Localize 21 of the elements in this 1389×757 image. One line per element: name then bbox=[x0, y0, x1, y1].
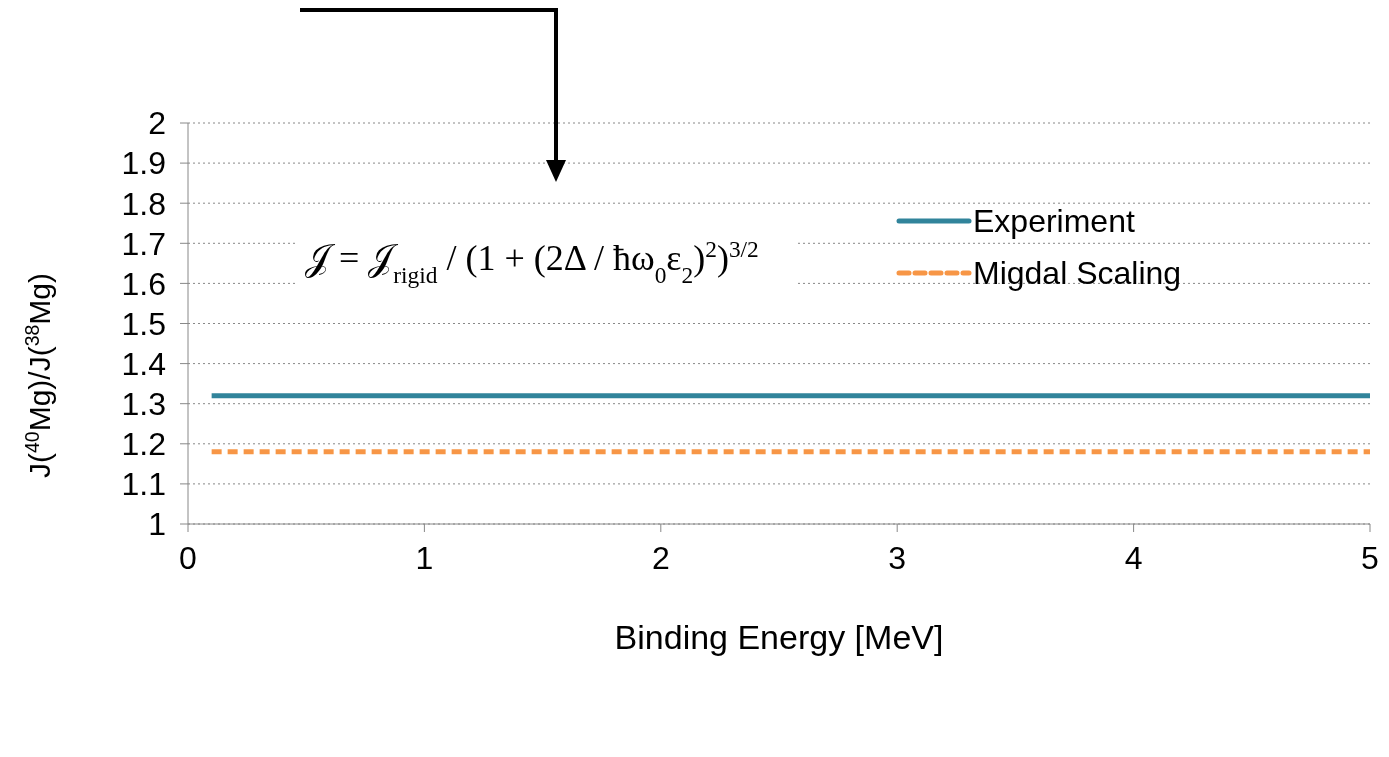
y-tick-label: 1 bbox=[148, 506, 166, 543]
y-tick-label: 2 bbox=[148, 105, 166, 142]
x-tick-label: 4 bbox=[1124, 539, 1143, 576]
x-tick-label: 1 bbox=[415, 539, 434, 576]
text: 𝒥 = 𝒥$_{rigid}$ / (1 + (2Δ / ħω$_{0}$ε$_{2}$)$^{2}$)$^{3/2}$ bbox=[305, 236, 759, 288]
y-tick-label: 1.8 bbox=[121, 185, 166, 222]
x-tick-label: 3 bbox=[888, 539, 907, 576]
x-tick-label: 0 bbox=[179, 539, 197, 576]
y-tick-label: 1.4 bbox=[121, 345, 166, 382]
y-tick-label: 1.6 bbox=[121, 265, 166, 302]
legend-label: Migdal Scaling bbox=[973, 254, 1182, 292]
y-tick-label: 1.5 bbox=[121, 305, 166, 342]
legend-label: Experiment bbox=[973, 202, 1135, 240]
x-axis-title: Binding Energy [MeV] bbox=[614, 618, 944, 656]
y-tick-label: 1.2 bbox=[121, 426, 166, 463]
y-tick-label: 1.3 bbox=[121, 386, 166, 423]
y-tick-label: 1.1 bbox=[121, 466, 166, 503]
x-tick-label: 5 bbox=[1361, 539, 1379, 576]
y-tick-label: 1.7 bbox=[121, 225, 166, 262]
y-tick-label: 1.9 bbox=[121, 145, 166, 182]
x-tick-label: 2 bbox=[651, 539, 670, 576]
